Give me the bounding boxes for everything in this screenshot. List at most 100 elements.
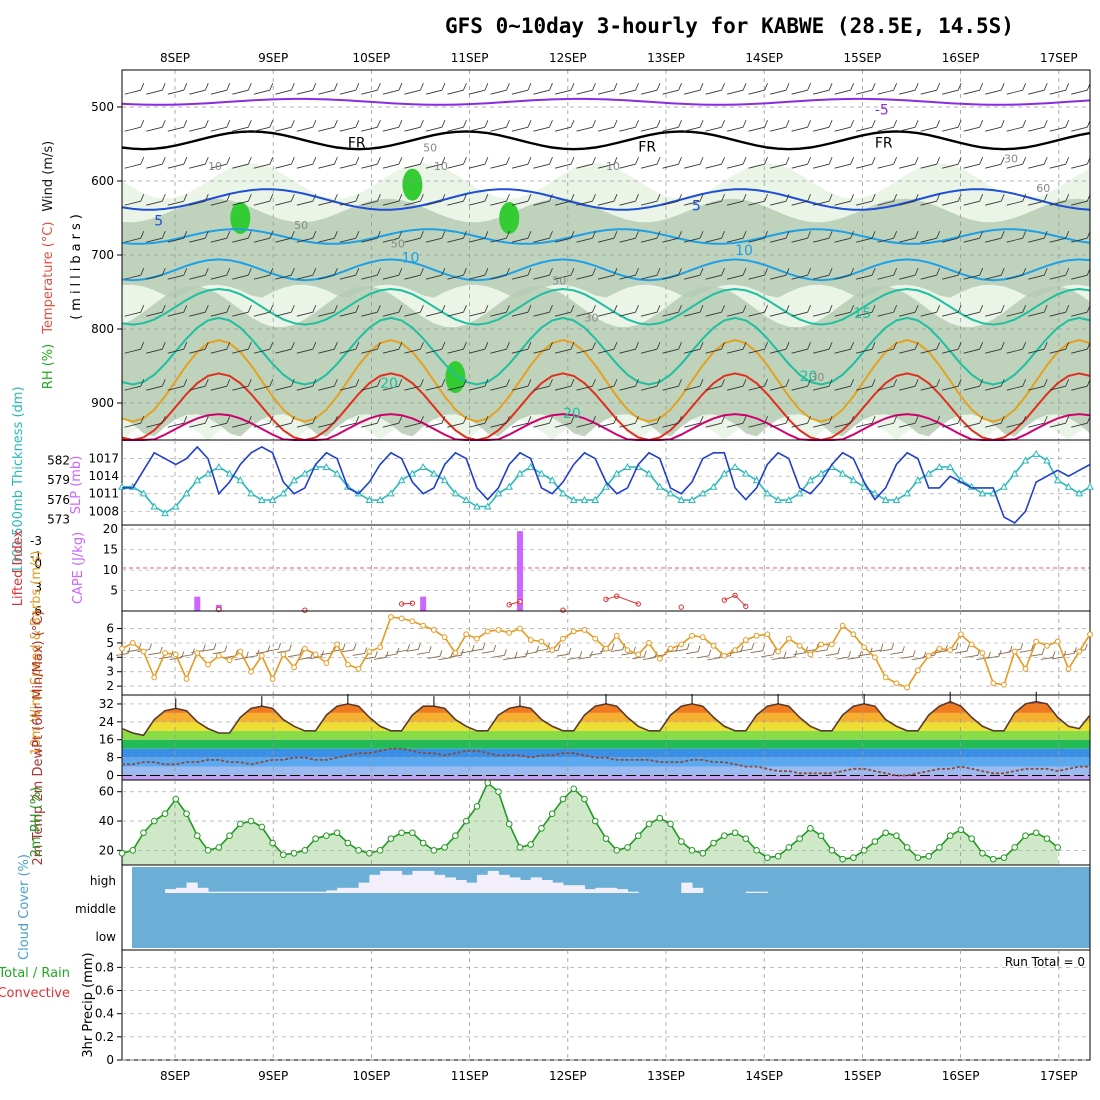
upper-air-wind-barb <box>339 83 360 95</box>
upper-air-wind-barb <box>597 379 618 391</box>
surface-wind-barb <box>1040 651 1056 660</box>
high-cloud-bar <box>487 870 499 893</box>
upper-air-wind-barb <box>554 157 575 169</box>
temp-tick-label: 16 <box>99 733 114 747</box>
upper-air-wind-barb <box>813 305 833 317</box>
wind-speed-point <box>194 650 201 656</box>
upper-air-wind-barb <box>834 83 854 95</box>
thickness-tick-label: 582 <box>47 453 70 467</box>
upper-air-wind-barb <box>619 231 639 243</box>
upper-air-wind-barb <box>533 157 553 169</box>
thickness-point <box>483 502 492 510</box>
lifted-index-segment <box>734 595 747 607</box>
rh2m-point <box>936 844 943 851</box>
surface-wind-barb <box>696 649 712 659</box>
thickness-point <box>397 476 406 484</box>
surface-wind-barb <box>395 644 411 653</box>
thickness-point <box>150 502 159 510</box>
cloud-level-label: middle <box>75 902 116 916</box>
rh2m-point <box>871 838 879 845</box>
upper-air-wind-barb <box>877 305 898 317</box>
upper-air-wind-barb <box>490 194 510 206</box>
high-cloud-bar <box>208 891 220 893</box>
rh2m-point <box>290 849 298 857</box>
upper-air-wind-barb <box>985 379 1005 391</box>
wind-speed-point <box>904 684 911 691</box>
rh2m-point <box>774 852 782 860</box>
surface-wind-barb <box>277 644 292 654</box>
upper-air-wind-barb <box>985 268 1005 280</box>
lifted-tick-label: 0 <box>34 557 42 571</box>
wind-speed-point <box>828 641 835 648</box>
isotherm-line-0 <box>121 97 1091 106</box>
rh2m-point <box>946 832 954 839</box>
lifted-index-point <box>302 607 308 613</box>
upper-air-wind-barb <box>619 83 639 95</box>
upper-air-wind-barb <box>813 231 833 243</box>
upper-air-wind-barb <box>856 305 876 317</box>
upper-air-wind-barb <box>748 157 768 169</box>
upper-air-wind-barb <box>856 120 876 132</box>
upper-air-wind-barb <box>726 231 747 243</box>
upper-air-wind-barb <box>361 305 381 317</box>
top-day-label: 12SEP <box>549 51 587 65</box>
rh2m-point <box>742 835 750 842</box>
upper-air-wind-barb <box>189 194 209 206</box>
thickness-point <box>978 489 987 497</box>
rh2m-point <box>634 832 642 839</box>
upper-air-wind-barb <box>726 342 747 354</box>
rh2m-point <box>333 829 341 837</box>
upper-air-wind-barb <box>382 194 403 206</box>
high-cloud-bar <box>294 891 306 893</box>
upper-air-wind-barb <box>791 120 811 132</box>
thickness-point <box>526 462 535 471</box>
surface-wind-barb <box>556 647 572 657</box>
upper-air-wind-barb <box>662 268 682 280</box>
upper-air-wind-barb <box>1006 416 1027 428</box>
wind-speed-point <box>1087 631 1093 638</box>
upper-air-wind-barb <box>748 342 768 354</box>
surface-wind-barb <box>1062 647 1077 656</box>
upper-air-wind-barb <box>232 157 252 169</box>
temp-axis-label: 2m Temp 2m DewPt (6hr Min/Max) (°C) <box>31 611 46 866</box>
contour-label: 5 <box>154 213 163 229</box>
wind-speed-point <box>581 627 588 633</box>
rh2m-point <box>505 820 513 828</box>
upper-air-wind-barb <box>232 305 252 317</box>
pressure-tick-label: 900 <box>91 396 114 410</box>
surface-wind-barb <box>244 649 260 659</box>
rh2m-point <box>1022 832 1029 839</box>
top-day-label: 11SEP <box>451 51 489 65</box>
surface-wind-barb <box>987 650 1002 659</box>
thickness-point <box>924 469 933 477</box>
bottom-day-label: 9SEP <box>258 1069 288 1083</box>
upper-air-wind-barb <box>275 83 295 95</box>
thickness-point <box>623 462 632 471</box>
rh2m-point <box>989 855 997 863</box>
rh2m-point <box>409 829 416 837</box>
upper-air-wind-barb <box>275 305 295 317</box>
upper-air-wind-barb <box>468 231 489 243</box>
thickness-point <box>860 482 868 490</box>
upper-air-wind-barb <box>382 231 403 243</box>
upper-air-wind-barb <box>210 83 231 95</box>
upper-air-wind-barb <box>920 120 941 132</box>
high-cloud-bar <box>595 887 607 893</box>
upper-air-wind-barb <box>877 120 898 132</box>
slp-axis-label: SLP (mb) <box>69 456 84 515</box>
upper-air-wind-barb <box>189 305 209 317</box>
surface-wind-barb <box>524 646 540 655</box>
upper-air-wind-barb <box>683 194 704 206</box>
surface-wind-barb <box>492 649 507 658</box>
wind-speed-point <box>678 641 685 648</box>
thickness-point <box>1075 489 1084 497</box>
lifted-index-segment <box>605 595 617 600</box>
wind-speed-point <box>344 661 351 668</box>
thickness-point <box>440 476 449 484</box>
upper-air-wind-barb <box>554 231 575 243</box>
pressure-tick-label: 700 <box>91 248 114 262</box>
isotherm-line-2 <box>121 188 1091 211</box>
upper-air-wind-barb <box>382 342 403 354</box>
rh2m-point <box>764 854 771 861</box>
